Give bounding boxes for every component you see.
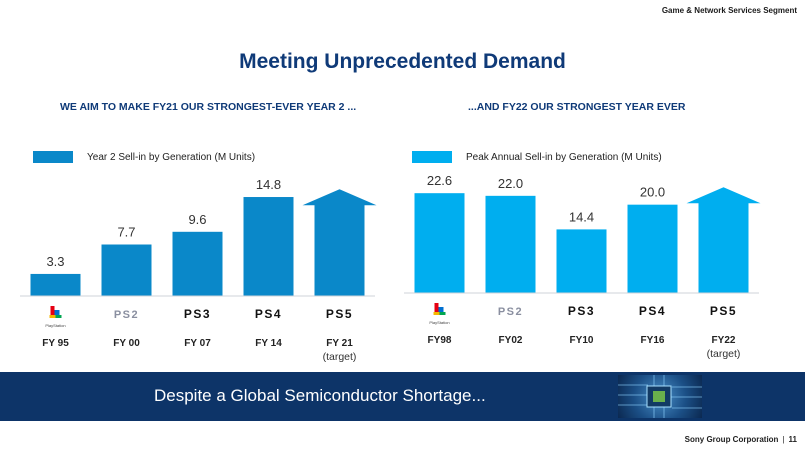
left-category-0: FY 95 <box>42 338 69 349</box>
right-bars: 22.6 22.0 14.4 20.0 <box>414 173 761 293</box>
right-category-4: FY22 <box>712 335 736 346</box>
right-category-1: FY02 <box>499 335 523 346</box>
page-title: Meeting Unprecedented Demand <box>239 50 566 73</box>
chip-icon <box>618 375 702 418</box>
right-bar-chart: 22.6 22.0 14.4 20.0 PlayStation FY98 PS2 FY02 PS… <box>404 173 761 360</box>
right-logo-2: PS3 <box>568 304 595 318</box>
right-target-bar <box>698 201 749 293</box>
right-legend-swatch <box>412 151 452 163</box>
right-target-arrow-head <box>686 187 761 204</box>
right-bar-0 <box>414 193 465 293</box>
left-bar-3 <box>243 197 294 296</box>
left-legend: Year 2 Sell-in by Generation (M Units) <box>33 151 255 163</box>
left-bar-1 <box>101 244 152 296</box>
left-category-3: FY 14 <box>255 338 282 349</box>
left-category-4: FY 21 <box>326 338 353 349</box>
left-subheading: WE AIM TO MAKE FY21 OUR STRONGEST-EVER Y… <box>60 101 357 113</box>
banner-text: Despite a Global Semiconductor Shortage.… <box>154 386 486 405</box>
footer-separator: | <box>782 435 785 444</box>
right-logo-1-text: PS2 <box>498 306 523 318</box>
footer: Sony Group Corporation | 11 <box>685 435 797 444</box>
banner: Despite a Global Semiconductor Shortage.… <box>0 372 805 421</box>
right-category-note-4: (target) <box>707 348 741 360</box>
left-value-label-3: 14.8 <box>256 177 281 192</box>
left-bar-0 <box>30 273 81 296</box>
left-logo-4-text: PS5 <box>326 307 353 321</box>
left-logo-3: PS4 <box>255 307 282 321</box>
page-number: 11 <box>788 435 797 444</box>
left-target-bar <box>314 203 365 296</box>
semiconductor-chip-image <box>618 375 702 418</box>
left-logo-3-text: PS4 <box>255 307 282 321</box>
right-logo-4: PS5 <box>710 304 737 318</box>
left-logo-2: PS3 <box>184 307 211 321</box>
right-category-2: FY10 <box>570 335 594 346</box>
left-logo-2-text: PS3 <box>184 307 211 321</box>
left-bars: 3.3 7.7 9.6 14.8 <box>30 177 377 296</box>
right-bar-3 <box>627 204 678 293</box>
right-category-0: FY98 <box>428 335 452 346</box>
left-logo-0: PlayStation <box>45 306 66 328</box>
right-logo-2-text: PS3 <box>568 304 595 318</box>
left-value-label-1: 7.7 <box>117 225 135 240</box>
left-bar-2 <box>172 231 223 296</box>
right-legend-label: Peak Annual Sell-in by Generation (M Uni… <box>466 151 662 163</box>
right-value-label-1: 22.0 <box>498 176 523 191</box>
right-logo-3-text: PS4 <box>639 304 666 318</box>
left-logo-1: PS2 <box>114 309 139 321</box>
right-logo-1: PS2 <box>498 306 523 318</box>
left-target-arrow-head <box>302 189 377 206</box>
left-legend-label: Year 2 Sell-in by Generation (M Units) <box>87 151 256 163</box>
right-value-label-0: 22.6 <box>427 173 452 188</box>
right-value-label-3: 20.0 <box>640 185 665 200</box>
right-logo-0: PlayStation <box>429 303 450 325</box>
left-bar-chart: 3.3 7.7 9.6 14.8 PlayStation FY 95 PS2 FY 00 PS3… <box>20 177 377 363</box>
left-value-label-0: 3.3 <box>46 254 64 269</box>
right-category-3: FY16 <box>641 335 665 346</box>
right-logo-4-text: PS5 <box>710 304 737 318</box>
left-logo-4: PS5 <box>326 307 353 321</box>
left-logo-0-text: PlayStation <box>45 323 65 328</box>
right-bar-2 <box>556 229 607 293</box>
left-category-note-4: (target) <box>323 351 357 363</box>
right-value-label-2: 14.4 <box>569 209 594 224</box>
right-logo-3: PS4 <box>639 304 666 318</box>
left-legend-swatch <box>33 151 73 163</box>
right-logo-0-text: PlayStation <box>429 320 449 325</box>
charts-canvas: 3.3 7.7 9.6 14.8 PlayStation FY 95 PS2 FY 00 PS3… <box>20 173 761 363</box>
footer-company: Sony Group Corporation <box>684 435 779 444</box>
left-category-2: FY 07 <box>184 338 211 349</box>
left-value-label-2: 9.6 <box>188 212 206 227</box>
right-bar-1 <box>485 195 536 293</box>
left-logo-1-text: PS2 <box>114 309 139 321</box>
right-legend: Peak Annual Sell-in by Generation (M Uni… <box>412 151 662 163</box>
left-category-1: FY 00 <box>113 338 140 349</box>
segment-label: Game & Network Services Segment <box>661 6 797 15</box>
right-subheading: ...AND FY22 OUR STRONGEST YEAR EVER <box>468 101 686 113</box>
